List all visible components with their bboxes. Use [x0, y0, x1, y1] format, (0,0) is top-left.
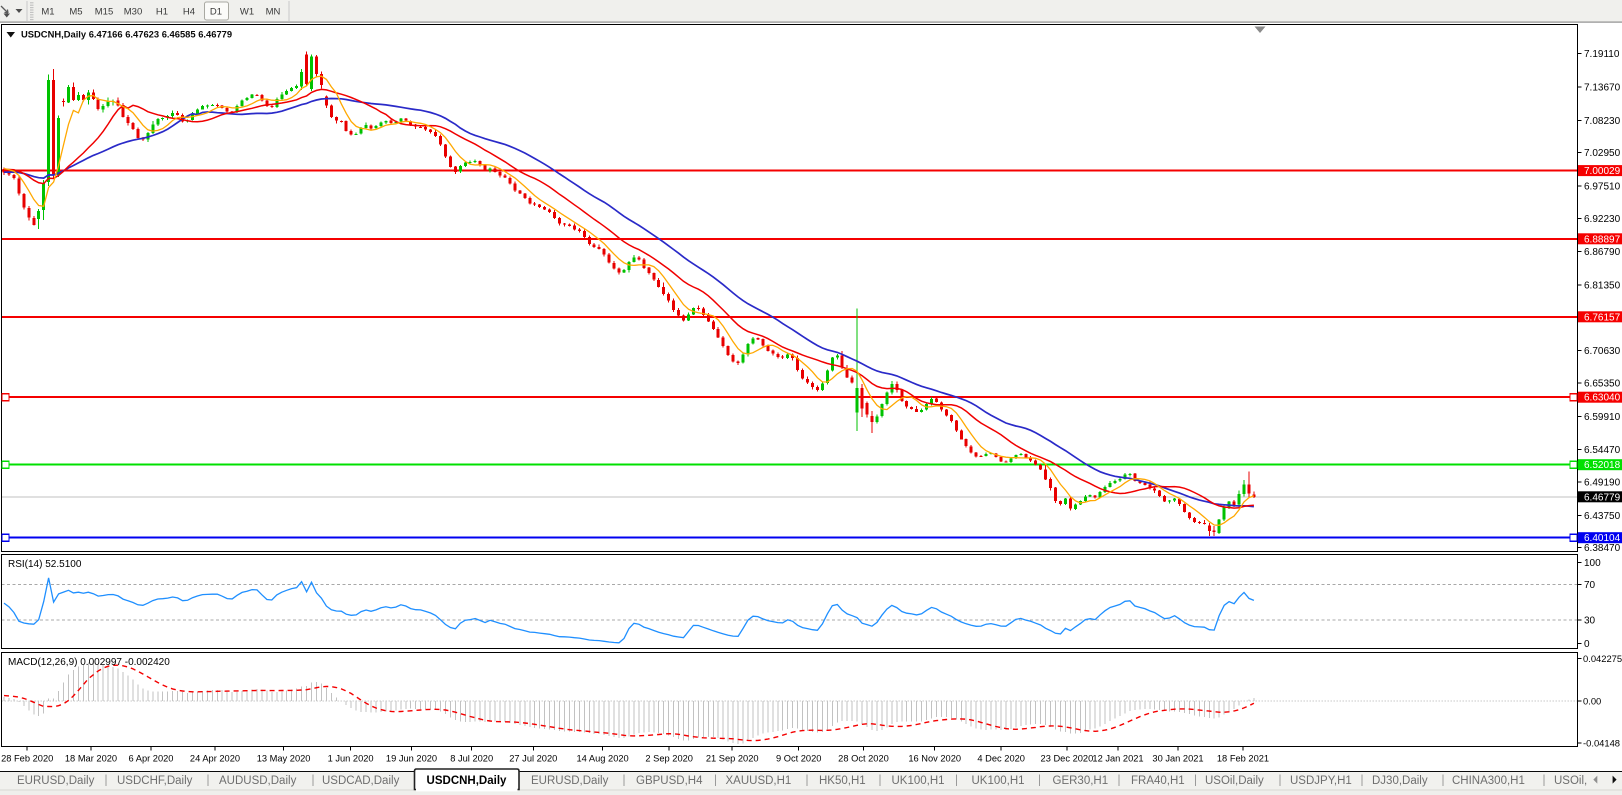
svg-text:GBPUSD,H4: GBPUSD,H4: [636, 775, 703, 787]
svg-text:USOil,: USOil,: [1554, 775, 1587, 787]
svg-text:CHINA300,H1: CHINA300,H1: [1452, 775, 1525, 787]
svg-text:0.00: 0.00: [1583, 696, 1601, 707]
svg-text:28 Oct 2020: 28 Oct 2020: [838, 754, 889, 764]
svg-text:28 Feb 2020: 28 Feb 2020: [1, 754, 53, 764]
svg-text:DJ30,Daily: DJ30,Daily: [1372, 775, 1428, 787]
svg-text:MACD(12,26,9) 0.002997 -0.0024: MACD(12,26,9) 0.002997 -0.002420: [8, 657, 170, 668]
svg-text:USDJPY,H1: USDJPY,H1: [1290, 775, 1352, 787]
svg-text:USDCNH,Daily 6.47166 6.47623: USDCNH,Daily 6.47166 6.47623 6.46585 6.4…: [21, 29, 232, 40]
svg-text:H1: H1: [156, 7, 168, 18]
svg-text:6.97510: 6.97510: [1584, 182, 1621, 193]
svg-text:6.59910: 6.59910: [1584, 412, 1621, 423]
svg-text:6.86790: 6.86790: [1584, 247, 1621, 258]
svg-text:MN: MN: [266, 7, 281, 18]
svg-text:7.13670: 7.13670: [1584, 83, 1621, 94]
svg-text:6.63040: 6.63040: [1584, 393, 1621, 404]
svg-text:6.52018: 6.52018: [1584, 460, 1621, 471]
svg-text:USDCHF,Daily: USDCHF,Daily: [117, 775, 193, 787]
svg-text:6.38470: 6.38470: [1584, 543, 1621, 554]
svg-text:W1: W1: [240, 7, 254, 18]
svg-text:RSI(14) 52.5100: RSI(14) 52.5100: [8, 559, 82, 570]
svg-text:0: 0: [1584, 639, 1590, 650]
svg-text:70: 70: [1584, 580, 1596, 591]
svg-text:EURUSD,Daily: EURUSD,Daily: [17, 775, 95, 787]
svg-text:UK100,H1: UK100,H1: [972, 775, 1025, 787]
svg-text:D1: D1: [210, 7, 222, 18]
svg-text:USOil,Daily: USOil,Daily: [1205, 775, 1264, 787]
svg-text:6.46779: 6.46779: [1584, 492, 1621, 503]
svg-text:6.70630: 6.70630: [1584, 346, 1621, 357]
svg-text:30 Jan 2021: 30 Jan 2021: [1152, 754, 1203, 764]
svg-text:M15: M15: [95, 7, 113, 18]
svg-text:100: 100: [1584, 558, 1601, 569]
svg-text:6 Apr 2020: 6 Apr 2020: [129, 754, 174, 764]
svg-text:6.49190: 6.49190: [1584, 478, 1621, 489]
svg-text:18 Feb 2021: 18 Feb 2021: [1217, 754, 1269, 764]
svg-text:27 Jul 2020: 27 Jul 2020: [509, 754, 557, 764]
svg-text:AUDUSD,Daily: AUDUSD,Daily: [219, 775, 297, 787]
svg-text:M1: M1: [41, 7, 54, 18]
svg-text:12 Jan 2021: 12 Jan 2021: [1092, 754, 1143, 764]
svg-text:7.00029: 7.00029: [1584, 166, 1621, 177]
svg-text:2 Sep 2020: 2 Sep 2020: [645, 754, 693, 764]
svg-text:6.43750: 6.43750: [1584, 511, 1621, 522]
svg-text:6.81350: 6.81350: [1584, 281, 1621, 292]
svg-text:EURUSD,Daily: EURUSD,Daily: [531, 775, 609, 787]
svg-text:7.19110: 7.19110: [1584, 49, 1620, 60]
svg-text:7.02950: 7.02950: [1584, 148, 1621, 159]
svg-text:-0.04148: -0.04148: [1583, 737, 1620, 748]
svg-text:18 Mar 2020: 18 Mar 2020: [65, 754, 117, 764]
svg-text:13 May 2020: 13 May 2020: [257, 754, 311, 764]
svg-text:XAUUSD,H1: XAUUSD,H1: [726, 775, 792, 787]
svg-text:19 Jun 2020: 19 Jun 2020: [386, 754, 437, 764]
svg-text:USDCAD,Daily: USDCAD,Daily: [322, 775, 400, 787]
svg-text:16 Nov 2020: 16 Nov 2020: [908, 754, 961, 764]
svg-text:M30: M30: [124, 7, 142, 18]
svg-text:30: 30: [1584, 616, 1596, 627]
svg-text:14 Aug 2020: 14 Aug 2020: [576, 754, 628, 764]
svg-text:USDCNH,Daily: USDCNH,Daily: [427, 775, 507, 787]
svg-text:9 Oct 2020: 9 Oct 2020: [776, 754, 821, 764]
svg-text:GER30,H1: GER30,H1: [1053, 775, 1109, 787]
svg-text:8 Jul 2020: 8 Jul 2020: [450, 754, 493, 764]
svg-text:1 Jun 2020: 1 Jun 2020: [328, 754, 374, 764]
svg-text:UK100,H1: UK100,H1: [892, 775, 945, 787]
svg-text:H4: H4: [183, 7, 195, 18]
svg-text:FRA40,H1: FRA40,H1: [1131, 775, 1185, 787]
svg-text:6.54470: 6.54470: [1584, 445, 1621, 456]
svg-text:6.88897: 6.88897: [1584, 234, 1621, 245]
svg-text:HK50,H1: HK50,H1: [819, 775, 866, 787]
svg-text:6.92230: 6.92230: [1584, 214, 1621, 225]
svg-text:23 Dec 2020: 23 Dec 2020: [1041, 754, 1094, 764]
svg-text:6.65350: 6.65350: [1584, 379, 1621, 390]
svg-text:7.08230: 7.08230: [1584, 116, 1621, 127]
svg-text:4 Dec 2020: 4 Dec 2020: [977, 754, 1025, 764]
svg-text:24 Apr 2020: 24 Apr 2020: [190, 754, 240, 764]
svg-text:6.76157: 6.76157: [1584, 312, 1621, 323]
svg-text:M5: M5: [69, 7, 82, 18]
svg-text:21 Sep 2020: 21 Sep 2020: [706, 754, 759, 764]
svg-text:0.042275: 0.042275: [1583, 653, 1622, 664]
svg-text:6.40104: 6.40104: [1584, 533, 1621, 544]
